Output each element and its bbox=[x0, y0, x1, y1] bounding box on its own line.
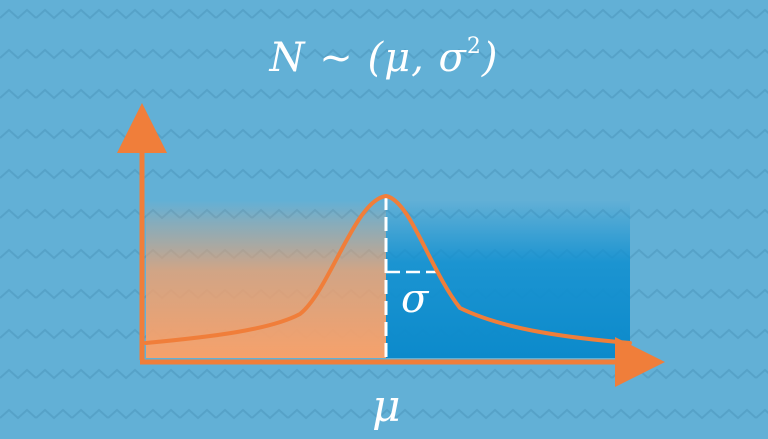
left-region-fill bbox=[146, 200, 386, 358]
formula-main: N ~ (μ, σ bbox=[269, 35, 467, 81]
formula-close: ) bbox=[481, 35, 499, 81]
bell-curve bbox=[144, 193, 632, 345]
mean-label: μ bbox=[372, 381, 401, 432]
distribution-formula: N ~ (μ, σ2) bbox=[0, 34, 768, 81]
right-region-fill bbox=[386, 200, 630, 358]
formula-superscript: 2 bbox=[466, 34, 482, 59]
sigma-label: σ bbox=[401, 276, 430, 322]
